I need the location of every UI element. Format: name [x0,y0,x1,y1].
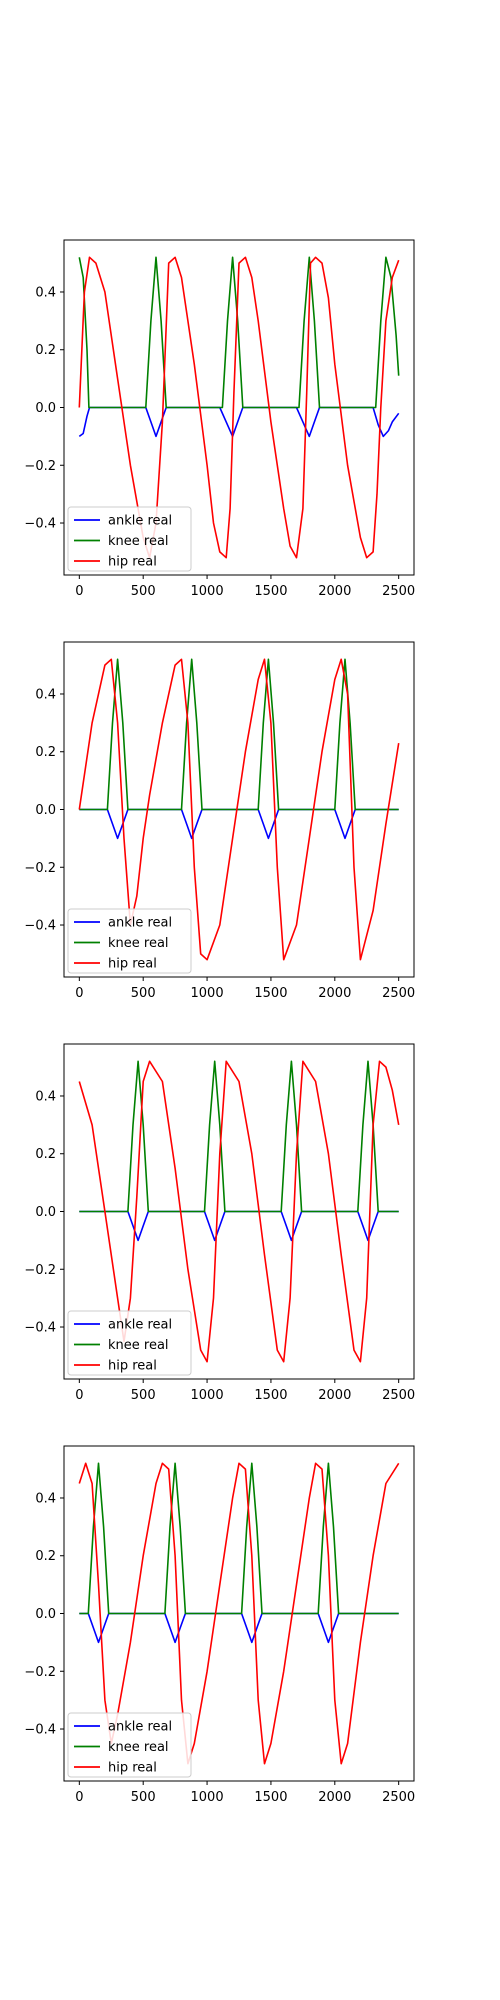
legend: ankle real knee real hip real [67,1712,192,1778]
legend-label: knee real [108,1740,169,1755]
legend-box [67,1310,192,1376]
series-line-knee-real [78,256,400,409]
legend: ankle real knee real hip real [67,506,192,572]
legend-label: hip real [108,957,157,972]
legend-label: ankle real [108,916,172,931]
x-tick-label: 2000 [318,1790,351,1805]
legend-box [67,908,192,974]
series-line-ankle-real [78,406,400,438]
legend: ankle real knee real hip real [67,908,192,974]
legend-label: ankle real [108,1720,172,1735]
x-tick-label: 0 [75,1790,83,1805]
y-tick-label: 0.0 [35,803,56,818]
series-line-ankle-real [79,1612,399,1644]
legend-box [67,506,192,572]
legend-label: knee real [108,936,169,951]
x-tick-label: 2500 [382,1790,415,1805]
x-tick-label: 1000 [191,584,224,599]
chart-panel-3: 0 500 1000 1500 2000 2500 −0.4 −0.2 0.0 0.2 0.4 ank… [24,1043,415,1403]
x-tick-label: 1000 [191,986,224,1001]
legend: ankle real knee real hip real [67,1310,192,1376]
y-tick-label: 0.4 [35,1491,56,1506]
x-tick-label: 2500 [382,1388,415,1403]
y-tick-label: 0.2 [35,1147,56,1162]
legend-label: ankle real [108,1318,172,1333]
y-tick-label: −0.4 [24,1321,56,1336]
y-tick-label: −0.4 [24,517,56,532]
x-tick-label: 1500 [254,584,287,599]
x-tick-label: 0 [75,986,83,1001]
y-tick-label: 0.0 [35,1607,56,1622]
x-tick-label: 0 [75,1388,83,1403]
legend-label: knee real [108,534,169,549]
y-tick-label: 0.0 [35,1205,56,1220]
legend-label: hip real [108,1359,157,1374]
series-line-knee-real [79,1462,399,1615]
chart-panel-1: 0 500 1000 1500 2000 2500 −0.4 −0.2 0.0 0.2 0.4 ank… [24,239,415,599]
y-tick-label: 0.4 [35,1089,56,1104]
x-tick-label: 500 [131,1388,156,1403]
y-tick-label: 0.2 [35,1549,56,1564]
y-tick-label: −0.2 [24,1665,56,1680]
y-tick-label: 0.0 [35,401,56,416]
y-tick-label: −0.2 [24,459,56,474]
legend-label: ankle real [108,514,172,529]
x-tick-label: 2500 [382,584,415,599]
series-line-hip-real [78,1462,400,1765]
y-tick-label: −0.4 [24,1723,56,1738]
x-tick-label: 1000 [191,1790,224,1805]
x-tick-label: 1500 [254,1388,287,1403]
x-tick-label: 500 [131,986,156,1001]
series-line-hip-real [78,1060,400,1363]
x-tick-label: 2500 [382,986,415,1001]
y-tick-label: −0.2 [24,861,56,876]
x-tick-label: 2000 [318,986,351,1001]
legend-label: knee real [108,1338,169,1353]
x-tick-label: 2000 [318,584,351,599]
y-tick-label: 0.2 [35,343,56,358]
y-tick-label: 0.2 [35,745,56,760]
x-tick-label: 1500 [254,1790,287,1805]
x-tick-label: 500 [131,584,156,599]
y-tick-label: 0.4 [35,687,56,702]
x-tick-label: 1000 [191,1388,224,1403]
series-line-knee-real [79,1060,399,1213]
series-line-ankle-real [79,808,399,840]
x-tick-label: 2000 [318,1388,351,1403]
series-line-knee-real [79,658,399,811]
chart-panel-2: 0 500 1000 1500 2000 2500 −0.4 −0.2 0.0 0.2 0.4 ank… [24,641,415,1001]
series-line-ankle-real [79,1210,399,1242]
legend-label: hip real [108,1761,157,1776]
chart-panel-4: 0 500 1000 1500 2000 2500 −0.4 −0.2 0.0 0.2 0.4 ank… [24,1445,415,1805]
y-tick-label: −0.4 [24,919,56,934]
x-tick-label: 500 [131,1790,156,1805]
y-tick-label: 0.4 [35,285,56,300]
y-tick-label: −0.2 [24,1263,56,1278]
legend-label: hip real [108,555,157,570]
x-tick-label: 0 [75,584,83,599]
x-tick-label: 1500 [254,986,287,1001]
legend-box [67,1712,192,1778]
